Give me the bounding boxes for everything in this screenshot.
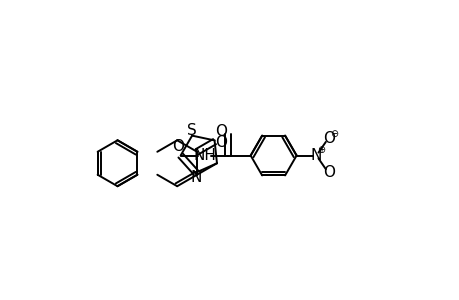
Text: O: O — [322, 131, 334, 146]
Text: ⊕: ⊕ — [316, 145, 324, 155]
Text: O: O — [215, 124, 227, 139]
Text: ⊖: ⊖ — [330, 129, 338, 139]
Text: O: O — [322, 165, 334, 180]
Text: N: N — [310, 148, 321, 163]
Text: NH: NH — [193, 148, 216, 163]
Text: O: O — [172, 139, 184, 154]
Text: O: O — [215, 135, 227, 150]
Text: S: S — [187, 123, 196, 138]
Text: N: N — [190, 170, 201, 185]
